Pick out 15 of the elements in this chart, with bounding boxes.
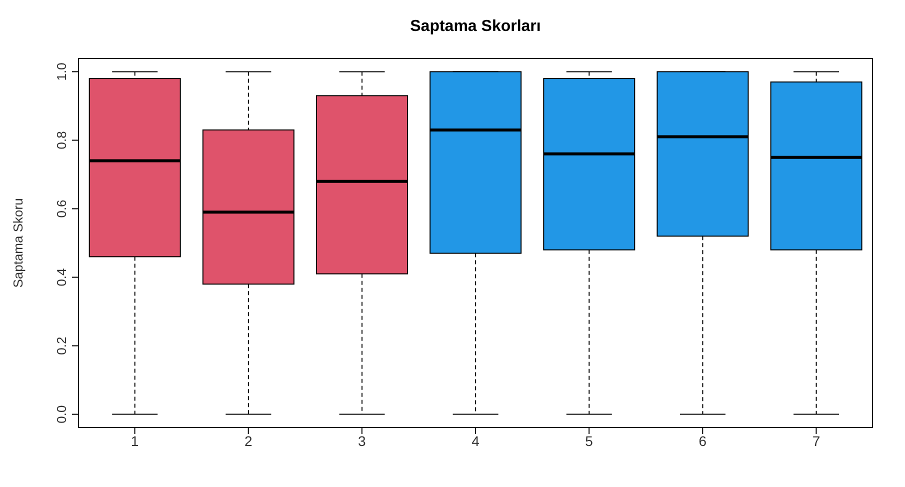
x-tick-label: 6: [698, 432, 707, 449]
y-tick-label: 1.0: [54, 62, 69, 81]
x-tick-label: 7: [812, 432, 820, 449]
x-tick-label: 1: [130, 432, 139, 449]
x-tick-label: 4: [472, 432, 480, 449]
y-tick-label: 0.8: [54, 131, 69, 150]
x-tick-label: 2: [244, 432, 252, 449]
y-tick-label: 0.0: [54, 405, 69, 424]
y-axis-title: Saptama Skoru: [10, 198, 26, 288]
chart-title: Saptama Skorları: [409, 18, 542, 36]
x-tick-label: 5: [585, 432, 594, 449]
x-tick-label: 3: [358, 432, 366, 449]
y-tick-label: 0.4: [54, 268, 69, 286]
y-tick-label: 0.6: [54, 200, 69, 218]
y-tick-label: 0.2: [54, 336, 69, 355]
